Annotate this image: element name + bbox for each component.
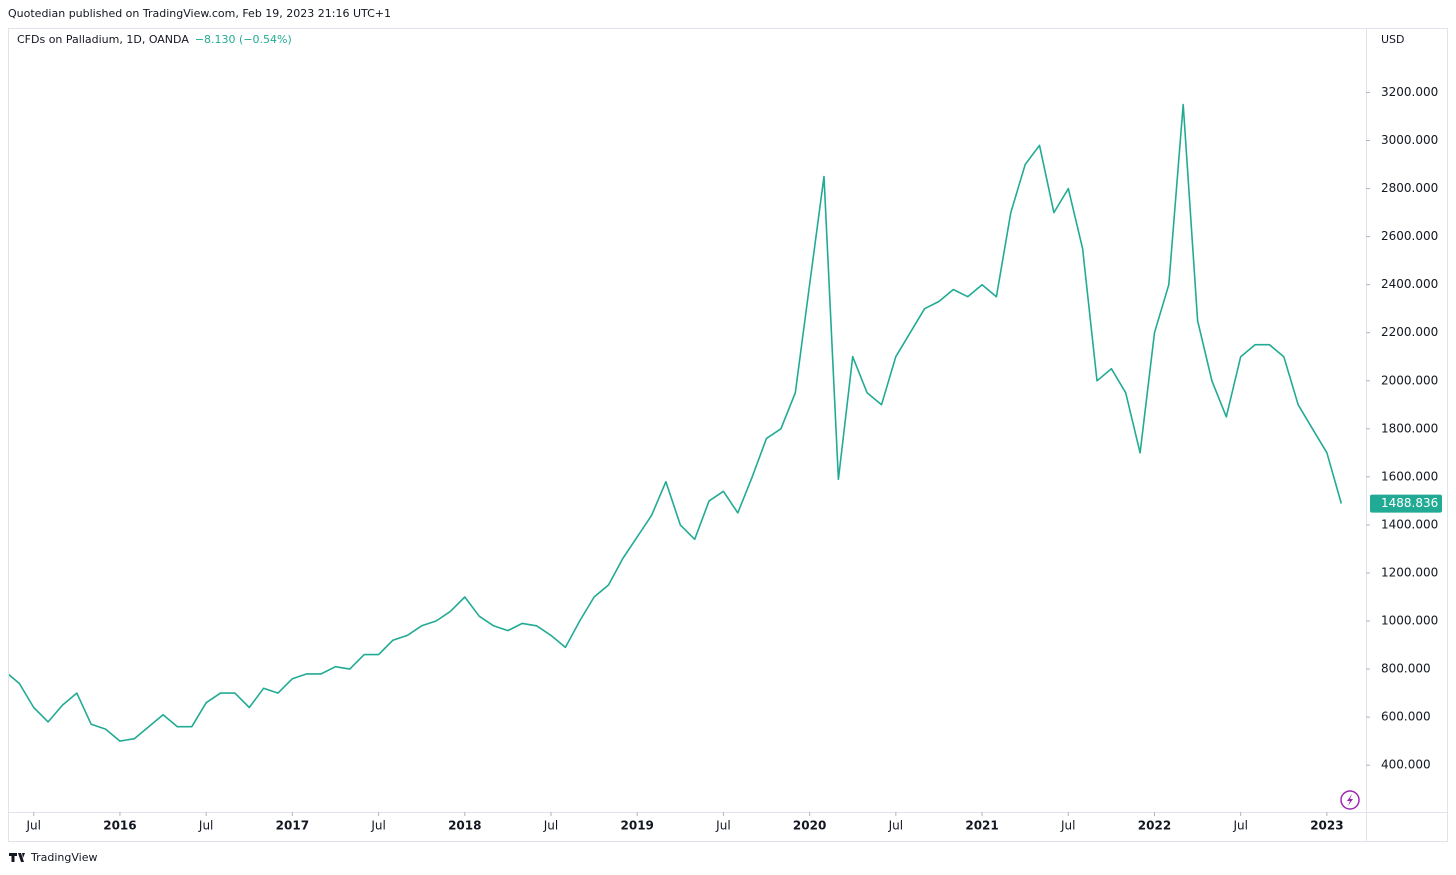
x-tick-label: 2017 bbox=[276, 819, 309, 833]
alert-icon[interactable] bbox=[1340, 790, 1360, 810]
price-line bbox=[9, 103, 1343, 742]
y-tick-label: 2600.000 bbox=[1381, 229, 1438, 243]
last-price-box bbox=[1370, 494, 1442, 513]
y-tick-label: 600.000 bbox=[1381, 710, 1431, 724]
y-tick-label: 800.000 bbox=[1381, 662, 1431, 676]
brand-name: TradingView bbox=[30, 851, 97, 864]
price-change: −8.130 (−0.54%) bbox=[195, 33, 292, 46]
x-tick-label: 2022 bbox=[1138, 819, 1171, 833]
last-price-label: 1488.836 bbox=[1381, 496, 1438, 510]
x-tick-label: 2016 bbox=[103, 819, 136, 833]
y-tick-label: 3000.000 bbox=[1381, 133, 1438, 147]
x-tick-label: Jul bbox=[25, 819, 40, 833]
brand-logo bbox=[9, 853, 25, 862]
x-tick-label: 2023 bbox=[1310, 819, 1343, 833]
y-tick-label: 400.000 bbox=[1381, 758, 1431, 772]
y-tick-label: 1400.000 bbox=[1381, 517, 1438, 531]
plot-area bbox=[9, 103, 1343, 742]
chart-frame bbox=[8, 28, 1448, 842]
y-tick-label: 3200.000 bbox=[1381, 85, 1438, 99]
x-tick-label: Jul bbox=[715, 819, 730, 833]
y-tick-label: 1200.000 bbox=[1381, 565, 1438, 579]
y-tick-label: 2800.000 bbox=[1381, 181, 1438, 195]
publish-header: Quotedian published on TradingView.com, … bbox=[8, 7, 391, 20]
y-tick-label: 1600.000 bbox=[1381, 469, 1438, 483]
x-tick-label: 2018 bbox=[448, 819, 481, 833]
x-tick-label: Jul bbox=[543, 819, 558, 833]
y-tick-label: 2000.000 bbox=[1381, 373, 1438, 387]
x-tick-label: Jul bbox=[1060, 819, 1075, 833]
y-tick-label: 2400.000 bbox=[1381, 277, 1438, 291]
x-tick-label: 2019 bbox=[621, 819, 654, 833]
currency-label: USD bbox=[1381, 33, 1405, 46]
alert-icon-bolt bbox=[1347, 794, 1353, 806]
x-tick-label: 2021 bbox=[965, 819, 998, 833]
x-tick-label: 2020 bbox=[793, 819, 826, 833]
x-tick-label: Jul bbox=[1232, 819, 1247, 833]
x-tick-label: Jul bbox=[370, 819, 385, 833]
y-tick-label: 1000.000 bbox=[1381, 614, 1438, 628]
y-tick-label: 1800.000 bbox=[1381, 421, 1438, 435]
y-tick-label: 2200.000 bbox=[1381, 325, 1438, 339]
x-tick-label: Jul bbox=[198, 819, 213, 833]
x-tick-label: Jul bbox=[888, 819, 903, 833]
chart-title: CFDs on Palladium, 1D, OANDA bbox=[17, 33, 189, 46]
